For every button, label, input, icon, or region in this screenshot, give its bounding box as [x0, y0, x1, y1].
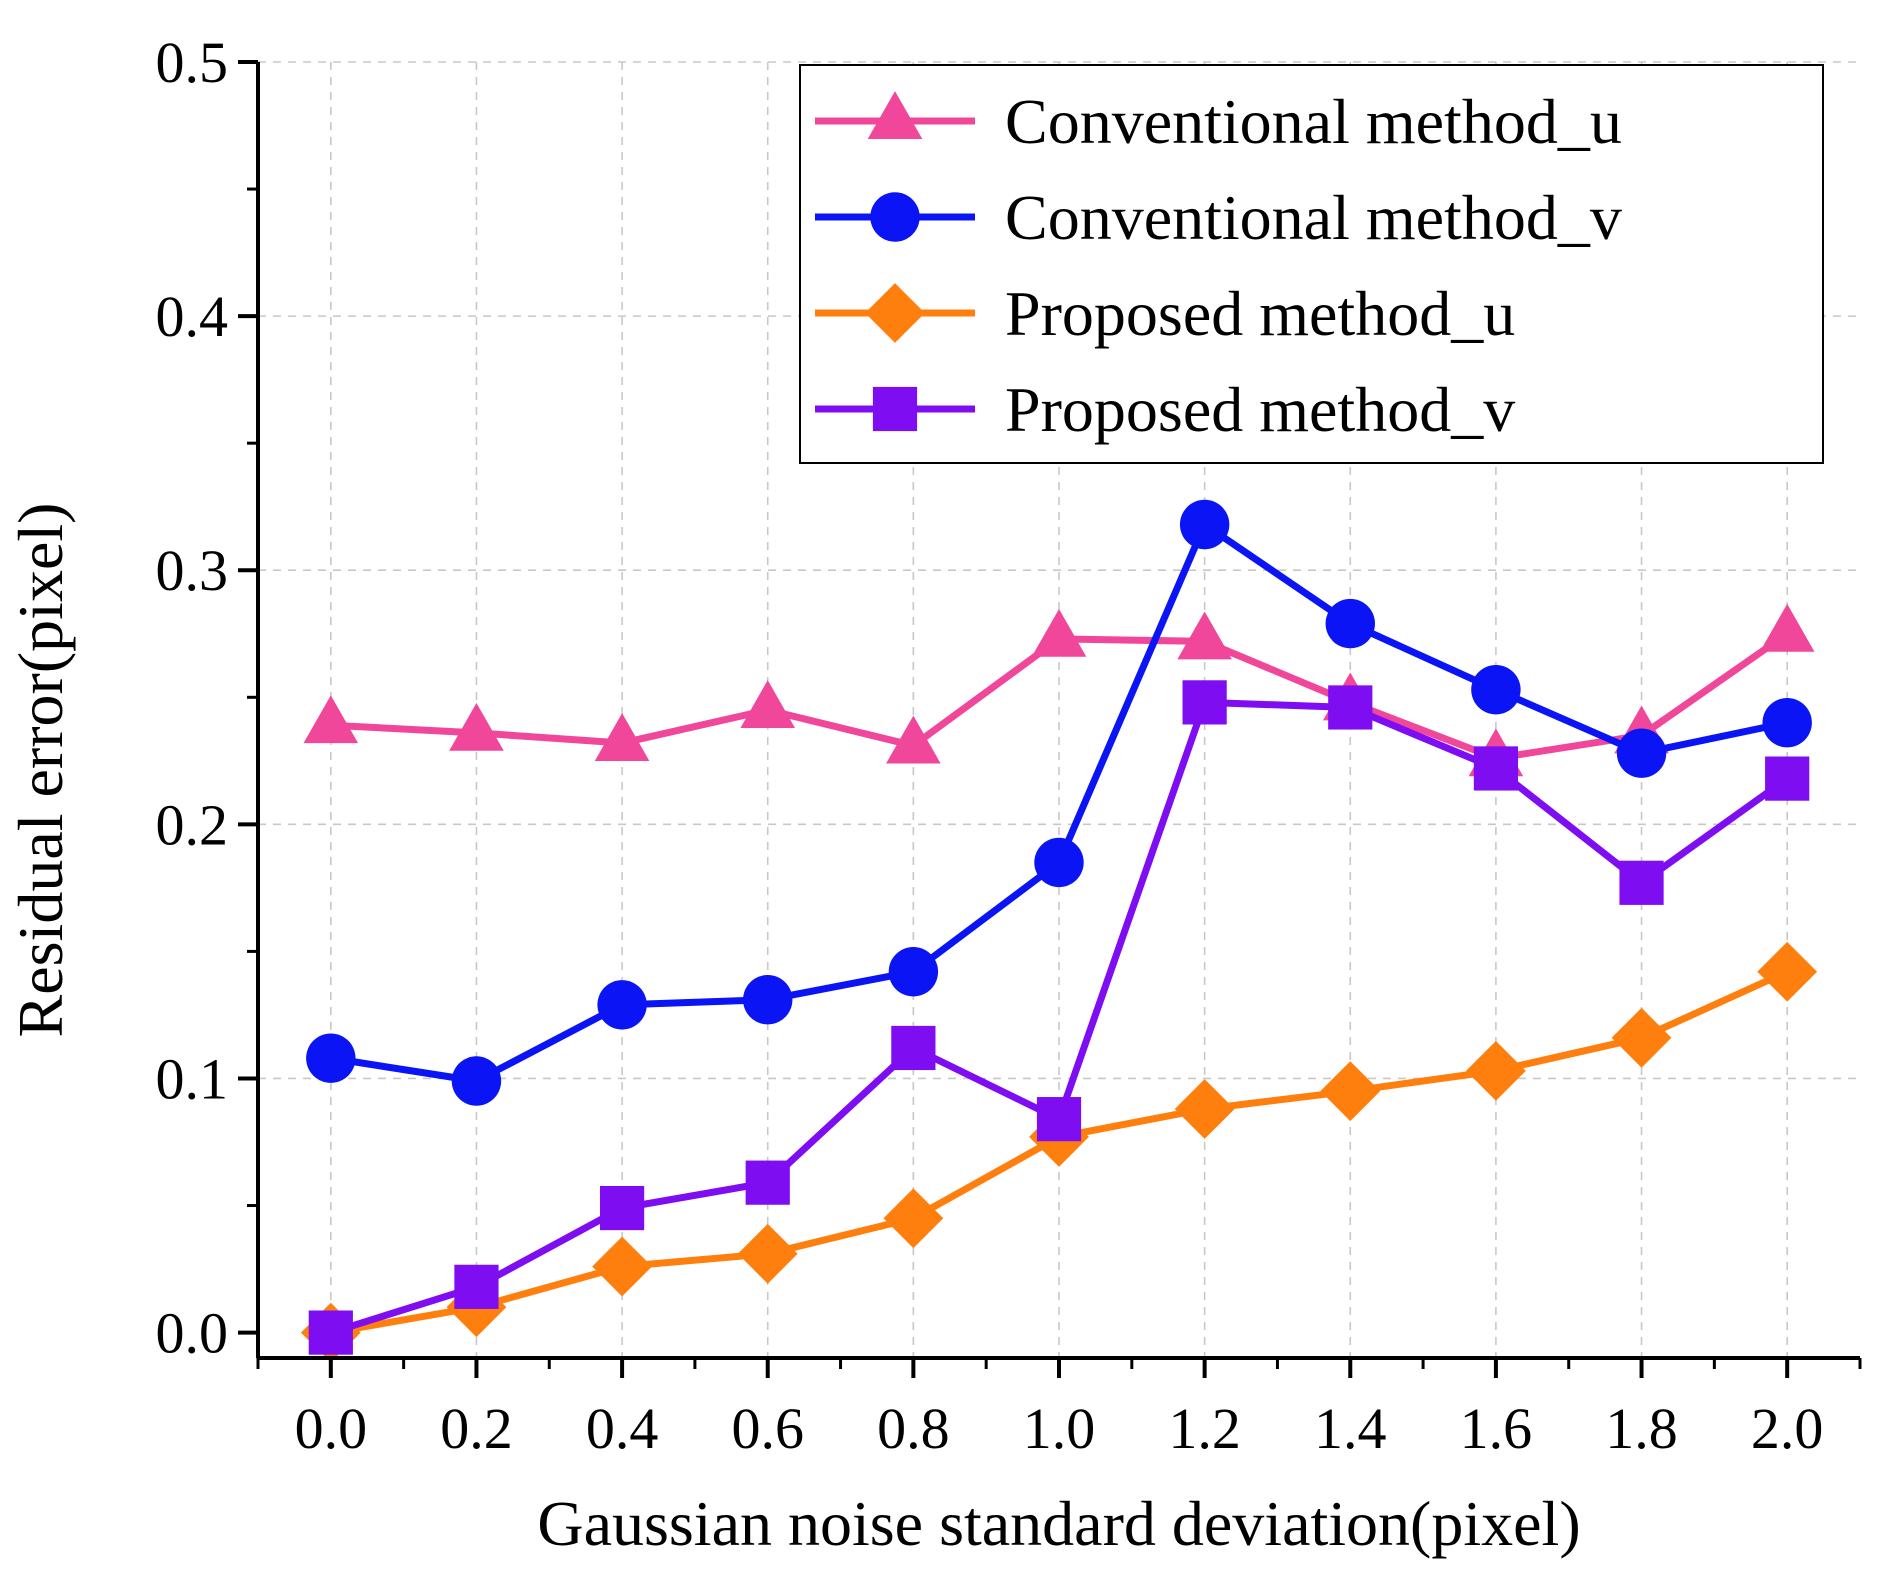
data-point-square	[599, 1185, 645, 1231]
x-tick-label: 1.4	[1314, 1396, 1387, 1461]
data-point-triangle	[740, 680, 796, 728]
data-point-circle	[451, 1056, 502, 1106]
data-point-triangle	[1759, 603, 1815, 652]
data-point-square	[1182, 680, 1227, 725]
data-point-square	[1473, 746, 1519, 791]
data-point-circle	[1325, 598, 1375, 649]
legend-marker-square	[872, 386, 918, 432]
data-point-diamond	[1174, 1079, 1235, 1139]
x-tick-label: 1.8	[1605, 1396, 1678, 1461]
data-point-circle	[888, 947, 939, 997]
x-tick-label: 1.0	[1023, 1396, 1096, 1461]
data-point-square	[1765, 756, 1810, 801]
data-point-diamond	[737, 1223, 798, 1284]
data-point-circle	[1616, 728, 1667, 778]
data-point-circle	[306, 1033, 356, 1083]
legend-entry: Proposed method_u	[815, 278, 1515, 349]
data-point-circle	[1762, 698, 1812, 748]
x-tick-label: 1.2	[1168, 1396, 1241, 1461]
x-tick-label: 0.0	[295, 1396, 368, 1461]
legend-box	[799, 64, 1824, 464]
x-tick-label: 0.6	[731, 1396, 804, 1461]
data-point-square	[1619, 860, 1664, 905]
x-tick-label: 0.2	[440, 1396, 513, 1461]
data-point-square	[1328, 685, 1373, 730]
data-point-circle	[1471, 664, 1521, 715]
data-point-square	[745, 1160, 790, 1205]
data-point-square	[308, 1310, 353, 1355]
data-point-diamond	[592, 1236, 652, 1297]
data-point-triangle	[1031, 608, 1087, 657]
data-point-diamond	[883, 1188, 944, 1249]
legend-entry: Conventional method_v	[815, 182, 1622, 253]
legend-label: Conventional method_u	[1005, 86, 1622, 157]
x-tick-label: 0.4	[586, 1396, 659, 1461]
data-point-triangle	[449, 702, 504, 751]
data-point-triangle	[1177, 611, 1232, 660]
series-layer	[300, 499, 1818, 1363]
legend-marker-triangle	[867, 91, 923, 139]
data-point-square	[454, 1264, 499, 1309]
data-point-triangle	[594, 713, 650, 761]
legend: Conventional method_u Conventional method…	[799, 64, 1824, 464]
legend-label: Proposed method_u	[1005, 278, 1515, 349]
data-point-circle	[1179, 499, 1230, 550]
legend-marker-diamond	[865, 283, 925, 343]
legend-entry: Proposed method_v	[815, 374, 1515, 445]
series-2	[306, 499, 1812, 1106]
y-tick-label: 0.4	[156, 284, 229, 349]
y-tick-label: 0.2	[156, 792, 229, 857]
x-tick-label: 1.6	[1460, 1396, 1533, 1461]
data-point-diamond	[1611, 1007, 1672, 1068]
data-point-diamond	[1466, 1040, 1526, 1101]
x-tick-label: 2.0	[1751, 1396, 1824, 1461]
data-point-diamond	[1320, 1061, 1381, 1122]
series-4	[308, 680, 1810, 1355]
y-tick-label: 0.5	[156, 30, 229, 95]
data-point-circle	[1034, 837, 1084, 888]
data-point-square	[1036, 1097, 1082, 1142]
data-point-circle	[597, 980, 647, 1030]
legend-marker-circle	[870, 192, 920, 242]
x-axis-title: Gaussian noise standard deviation(pixel)	[537, 1488, 1580, 1559]
y-tick-label: 0.0	[156, 1301, 229, 1366]
y-tick-label: 0.1	[156, 1046, 229, 1111]
y-axis-title: Residual error(pixel)	[5, 503, 76, 1038]
data-point-circle	[743, 974, 793, 1025]
data-point-triangle	[886, 715, 941, 764]
data-point-square	[891, 1025, 936, 1071]
legend-entry: Conventional method_u	[815, 86, 1622, 157]
y-tick-label: 0.3	[156, 538, 229, 603]
data-point-triangle	[303, 695, 359, 744]
x-tick-label: 0.8	[877, 1396, 950, 1461]
ticks: 0.0 0.2 0.4 0.6 0.8 1.0 1.2 1.4 1.6 1.8 2.0 0.0 0.1 0…	[156, 30, 1862, 1461]
data-point-diamond	[1757, 941, 1818, 1002]
legend-label: Conventional method_v	[1005, 182, 1622, 253]
legend-label: Proposed method_v	[1005, 374, 1515, 445]
